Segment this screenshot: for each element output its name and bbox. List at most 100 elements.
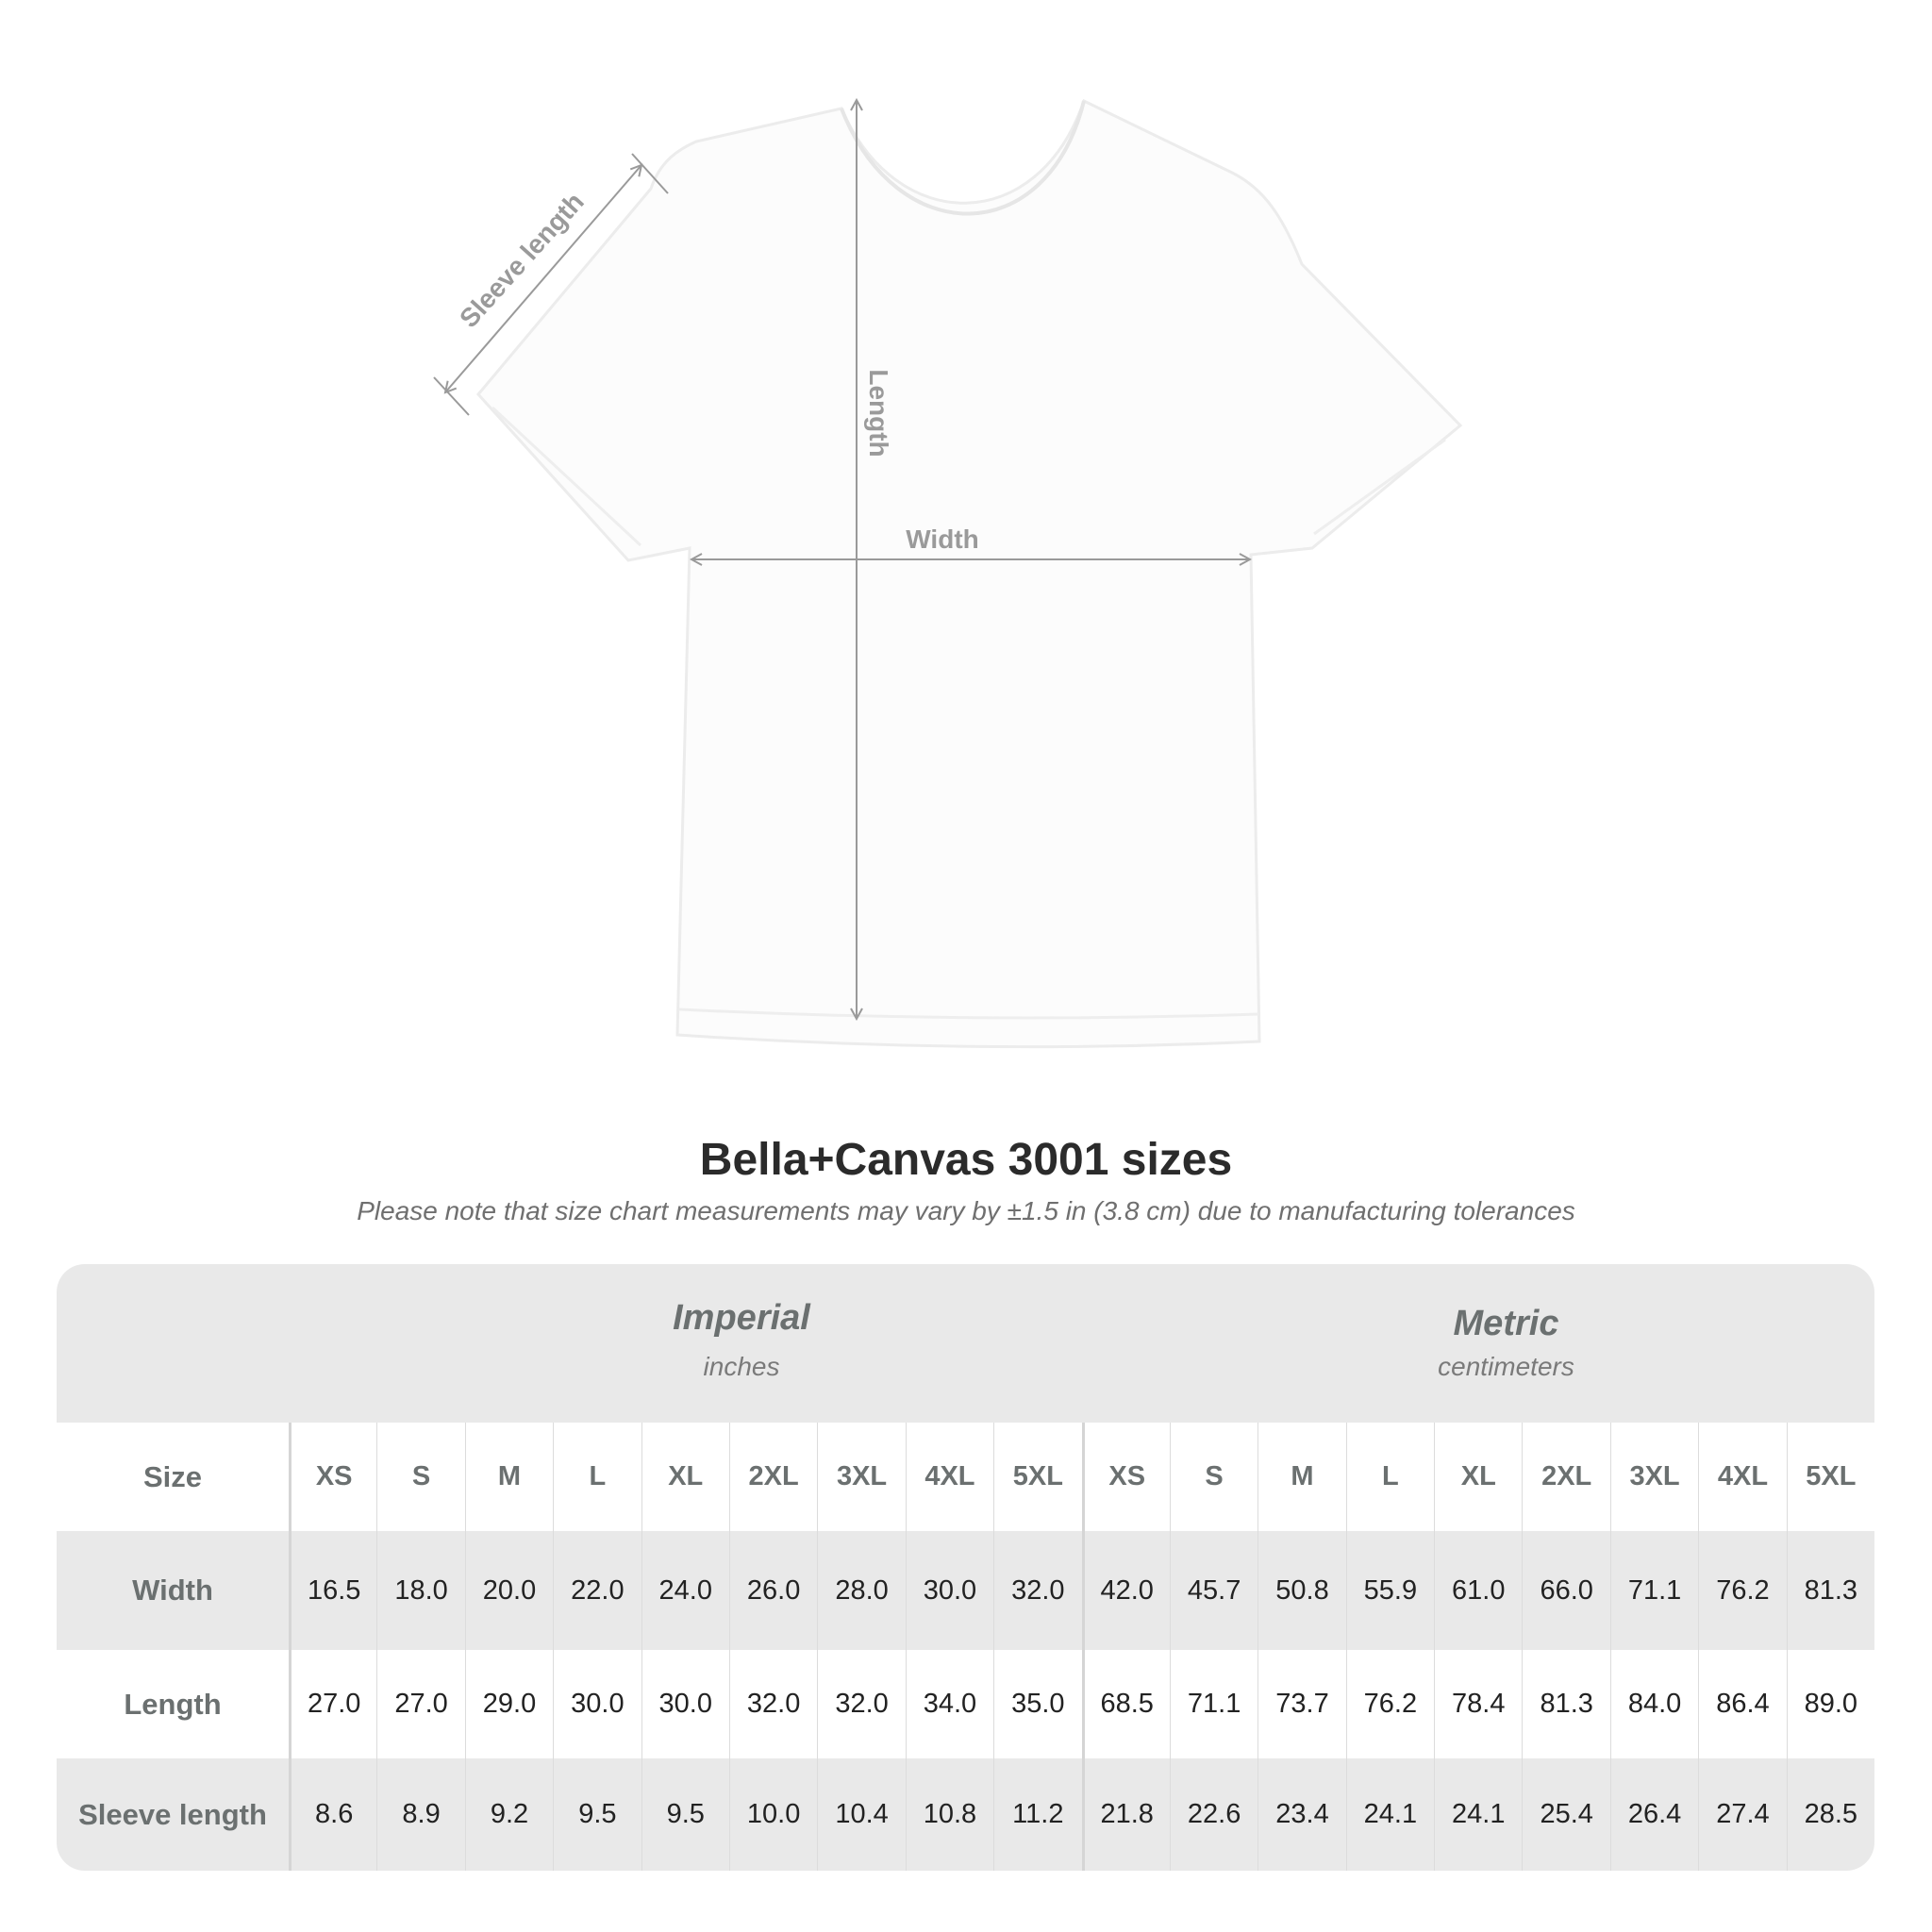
metric-size-l: L <box>1345 1423 1434 1531</box>
table-row-sleeve-length: Sleeve length 8.6 8.9 9.2 9.5 9.5 10.0 10.4 10.8… <box>57 1758 1874 1871</box>
metric-size-4xl: 4XL <box>1698 1423 1786 1531</box>
imperial-value-cell: 9.5 <box>553 1758 641 1871</box>
imperial-value-cell: 10.8 <box>905 1758 993 1871</box>
metric-value-cell: 73.7 <box>1257 1650 1345 1758</box>
imperial-value-cell: 30.0 <box>641 1650 729 1758</box>
bottom-hem <box>678 1008 1259 1020</box>
metric-value-cell: 81.3 <box>1522 1650 1609 1758</box>
imperial-value-cell: 28.0 <box>817 1531 905 1650</box>
page-title: Bella+Canvas 3001 sizes <box>699 1135 1233 1185</box>
metric-value-cell: 24.1 <box>1434 1758 1522 1871</box>
size-table: Imperial inches Metric centimeters Size X… <box>57 1264 1874 1871</box>
metric-value-cell: 71.1 <box>1169 1650 1257 1758</box>
metric-value-cell: 42.0 <box>1081 1531 1170 1650</box>
imperial-size-m: M <box>464 1423 553 1531</box>
imperial-value-cell: 29.0 <box>464 1650 553 1758</box>
imperial-value-cell: 22.0 <box>553 1531 641 1650</box>
metric-value-cell: 23.4 <box>1257 1758 1345 1871</box>
sleeve-hem-right <box>1313 438 1446 536</box>
imperial-size-5xl: 5XL <box>993 1423 1081 1531</box>
imperial-value-cell: 9.2 <box>464 1758 553 1871</box>
metric-value-cell: 28.5 <box>1786 1758 1874 1871</box>
metric-value-cell: 81.3 <box>1786 1531 1874 1650</box>
metric-unit: centimeters <box>1438 1352 1574 1381</box>
metric-value-cell: 66.0 <box>1522 1531 1609 1650</box>
metric-size-5xl: 5XL <box>1786 1423 1874 1531</box>
imperial-unit: inches <box>703 1352 780 1381</box>
metric-label: Metric <box>1453 1304 1559 1343</box>
imperial-value-cell: 16.5 <box>289 1531 376 1650</box>
width-label: Width <box>906 525 979 554</box>
imperial-value-cell: 10.0 <box>728 1758 817 1871</box>
imperial-header: Imperial inches <box>345 1298 1138 1382</box>
imperial-value-cell: 26.0 <box>728 1531 817 1650</box>
metric-value-cell: 84.0 <box>1609 1650 1698 1758</box>
collar <box>840 100 1086 216</box>
table-row-length: Length 27.0 27.0 29.0 30.0 30.0 32.0 32.0 34.0 35… <box>57 1650 1874 1758</box>
metric-value-cell: 68.5 <box>1081 1650 1170 1758</box>
table-row-width: Width 16.5 18.0 20.0 22.0 24.0 26.0 28.0 30.0 32.… <box>57 1531 1874 1650</box>
metric-value-cell: 22.6 <box>1169 1758 1257 1871</box>
imperial-size-l: L <box>553 1423 641 1531</box>
imperial-value-cell: 34.0 <box>905 1650 993 1758</box>
imperial-value-cell: 8.9 <box>376 1758 464 1871</box>
metric-value-cell: 25.4 <box>1522 1758 1609 1871</box>
imperial-value-cell: 27.0 <box>376 1650 464 1758</box>
metric-value-cell: 24.1 <box>1345 1758 1434 1871</box>
metric-size-xs: XS <box>1081 1423 1170 1531</box>
imperial-value-cell: 10.4 <box>817 1758 905 1871</box>
tolerance-note: Please note that size chart measurements… <box>357 1196 1575 1225</box>
imperial-size-4xl: 4XL <box>905 1423 993 1531</box>
imperial-value-cell: 30.0 <box>905 1531 993 1650</box>
imperial-size-2xl: 2XL <box>728 1423 817 1531</box>
metric-size-xl: XL <box>1434 1423 1522 1531</box>
metric-value-cell: 61.0 <box>1434 1531 1522 1650</box>
metric-value-cell: 45.7 <box>1169 1531 1257 1650</box>
metric-value-cell: 71.1 <box>1609 1531 1698 1650</box>
imperial-value-cell: 32.0 <box>993 1531 1081 1650</box>
imperial-value-cell: 27.0 <box>289 1650 376 1758</box>
imperial-size-xl: XL <box>641 1423 729 1531</box>
metric-size-3xl: 3XL <box>1609 1423 1698 1531</box>
imperial-value-cell: 9.5 <box>641 1758 729 1871</box>
imperial-value-cell: 32.0 <box>728 1650 817 1758</box>
row-label: Sleeve length <box>78 1797 267 1831</box>
metric-value-cell: 50.8 <box>1257 1531 1345 1650</box>
length-label: Length <box>864 369 893 457</box>
metric-value-cell: 27.4 <box>1698 1758 1786 1871</box>
tshirt-image <box>476 98 1463 1049</box>
imperial-value-cell: 30.0 <box>553 1650 641 1758</box>
metric-size-s: S <box>1169 1423 1257 1531</box>
imperial-value-cell: 11.2 <box>993 1758 1081 1871</box>
metric-value-cell: 76.2 <box>1345 1650 1434 1758</box>
imperial-size-xs: XS <box>289 1423 376 1531</box>
sleeve-arrow <box>445 165 641 392</box>
row-label: Width <box>132 1574 213 1607</box>
metric-value-cell: 55.9 <box>1345 1531 1434 1650</box>
size-header-row: Size XS S M L XL 2XL 3XL 4XL 5XL XS S M L XL 2XL 3XL 4XL 5… <box>57 1423 1874 1531</box>
imperial-value-cell: 20.0 <box>464 1531 553 1650</box>
metric-size-2xl: 2XL <box>1522 1423 1609 1531</box>
imperial-value-cell: 32.0 <box>817 1650 905 1758</box>
imperial-size-3xl: 3XL <box>817 1423 905 1531</box>
metric-value-cell: 76.2 <box>1698 1531 1786 1650</box>
imperial-size-s: S <box>376 1423 464 1531</box>
imperial-value-cell: 8.6 <box>289 1758 376 1871</box>
row-label: Length <box>124 1687 222 1721</box>
metric-size-m: M <box>1257 1423 1345 1531</box>
metric-value-cell: 89.0 <box>1786 1650 1874 1758</box>
sleeve-tick-top <box>631 153 669 194</box>
size-column-header: Size <box>142 1459 203 1493</box>
sleeve-tick-bottom <box>433 376 470 416</box>
imperial-value-cell: 35.0 <box>993 1650 1081 1758</box>
metric-value-cell: 26.4 <box>1609 1758 1698 1871</box>
metric-value-cell: 86.4 <box>1698 1650 1786 1758</box>
metric-header: Metric centimeters <box>1138 1304 1874 1382</box>
metric-value-cell: 78.4 <box>1434 1650 1522 1758</box>
tshirt-diagram: Sleeve length Length Width <box>433 0 1463 1049</box>
imperial-value-cell: 24.0 <box>641 1531 729 1650</box>
metric-value-cell: 21.8 <box>1081 1758 1170 1871</box>
imperial-label: Imperial <box>673 1298 810 1338</box>
imperial-value-cell: 18.0 <box>376 1531 464 1650</box>
sleeve-hem-left <box>491 406 642 547</box>
